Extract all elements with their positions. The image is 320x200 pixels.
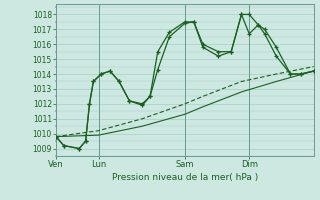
X-axis label: Pression niveau de la mer( hPa ): Pression niveau de la mer( hPa ) <box>112 173 258 182</box>
